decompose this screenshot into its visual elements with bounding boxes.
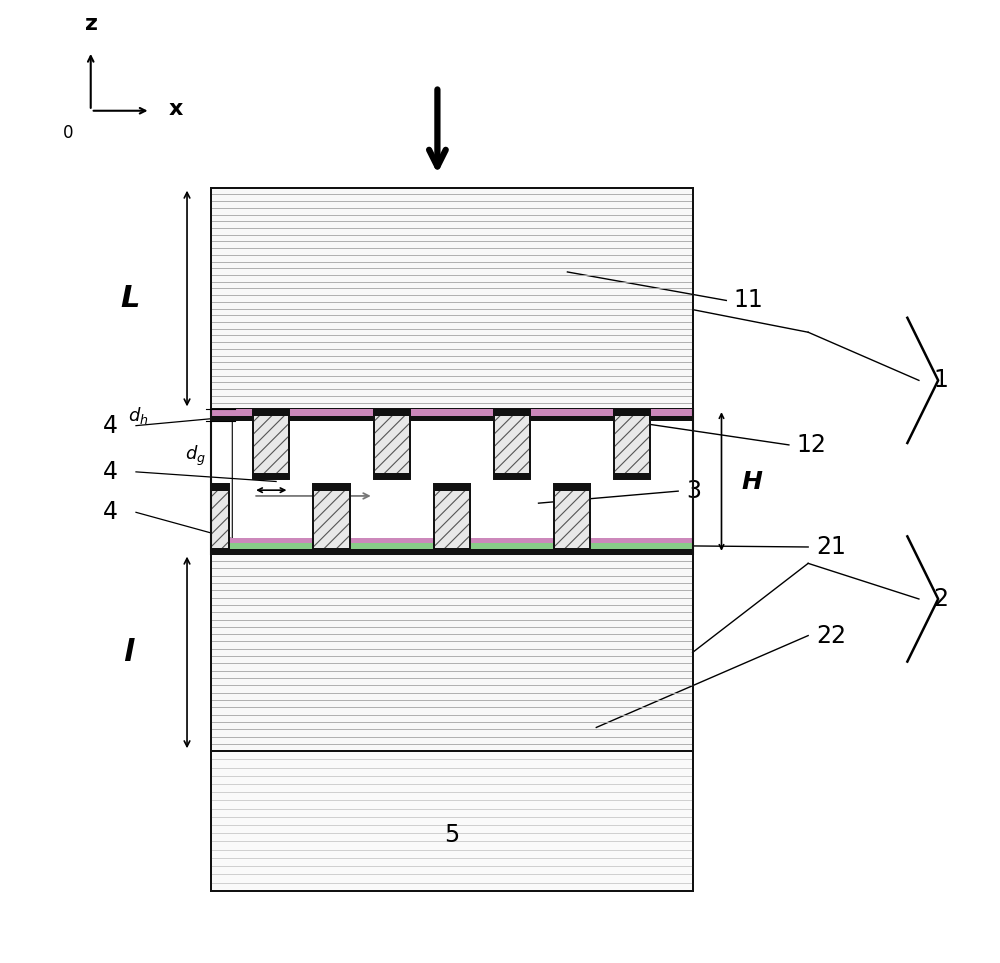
Bar: [253, 409, 289, 479]
Bar: [374, 409, 410, 479]
Bar: [614, 409, 650, 479]
Text: 21: 21: [816, 535, 846, 559]
Bar: [434, 484, 470, 554]
Bar: [253, 409, 289, 416]
Text: $\boldsymbol{l}$: $\boldsymbol{l}$: [123, 638, 136, 667]
Bar: [211, 751, 693, 891]
Bar: [211, 543, 693, 549]
Bar: [211, 188, 693, 409]
Bar: [554, 484, 590, 554]
Text: $\mathbf{x}$: $\mathbf{x}$: [168, 99, 184, 118]
Bar: [614, 409, 650, 416]
Bar: [434, 548, 470, 554]
Text: 3: 3: [686, 480, 701, 503]
Bar: [374, 473, 410, 479]
Bar: [313, 484, 350, 554]
Bar: [211, 409, 693, 416]
Bar: [211, 549, 693, 554]
Bar: [211, 554, 693, 751]
Text: $\boldsymbol{P}$: $\boldsymbol{P}$: [314, 504, 333, 528]
Text: 11: 11: [733, 289, 763, 312]
Bar: [494, 473, 530, 479]
Text: $\mathbf{z}$: $\mathbf{z}$: [84, 13, 98, 34]
Bar: [211, 188, 693, 409]
Bar: [211, 548, 229, 554]
Bar: [211, 416, 693, 421]
Text: $\boldsymbol{L}$: $\boldsymbol{L}$: [120, 284, 139, 313]
Text: 4: 4: [102, 501, 117, 524]
Bar: [211, 554, 693, 751]
Bar: [614, 473, 650, 479]
Bar: [211, 537, 693, 543]
Bar: [211, 484, 229, 554]
Bar: [374, 409, 410, 416]
Bar: [253, 473, 289, 479]
Bar: [211, 751, 693, 891]
Text: 22: 22: [816, 624, 846, 647]
Bar: [554, 484, 590, 491]
Bar: [374, 409, 410, 479]
Text: 12: 12: [797, 433, 826, 456]
Text: 2: 2: [933, 587, 948, 611]
Text: 4: 4: [102, 460, 117, 483]
Text: $\boldsymbol{H}$: $\boldsymbol{H}$: [741, 470, 763, 493]
Text: 4: 4: [102, 414, 117, 437]
Bar: [494, 409, 530, 416]
Text: 1: 1: [933, 369, 948, 392]
Bar: [494, 409, 530, 479]
Bar: [434, 484, 470, 554]
Bar: [614, 409, 650, 479]
Bar: [434, 484, 470, 491]
Bar: [211, 484, 229, 554]
Bar: [211, 484, 229, 491]
Text: 0: 0: [63, 124, 73, 143]
Text: 5: 5: [444, 823, 459, 846]
Bar: [313, 484, 350, 491]
Bar: [554, 548, 590, 554]
Text: $\boldsymbol{W}$: $\boldsymbol{W}$: [257, 455, 286, 479]
Bar: [313, 548, 350, 554]
Bar: [313, 484, 350, 554]
Text: $\boldsymbol{d_h}$: $\boldsymbol{d_h}$: [128, 404, 149, 426]
Text: $\boldsymbol{d_g}$: $\boldsymbol{d_g}$: [185, 443, 206, 468]
Bar: [253, 409, 289, 479]
Bar: [494, 409, 530, 479]
Bar: [554, 484, 590, 554]
